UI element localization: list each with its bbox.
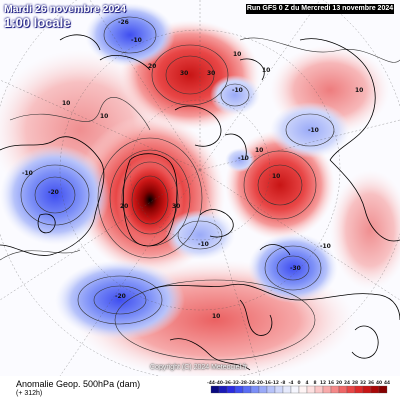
- anomaly-label: -10: [232, 87, 243, 94]
- forecast-time: 1:00 locale: [4, 15, 71, 30]
- color-scale-label: -16: [263, 380, 271, 386]
- color-scale-label: 12: [320, 380, 326, 386]
- color-scale-label: 24: [344, 380, 350, 386]
- contour-lines: [0, 16, 400, 361]
- color-scale-label: -44: [207, 380, 215, 386]
- anomaly-label: -20: [115, 293, 126, 300]
- color-scale-box: [290, 385, 300, 394]
- forecast-date: Mardi 26 novembre 2024: [4, 3, 126, 15]
- anomaly-label: -30: [290, 265, 301, 272]
- anomaly-label: 10: [62, 100, 70, 107]
- color-scale-boxes: [210, 385, 388, 394]
- color-scale-box: [242, 385, 252, 394]
- color-scale-label: -20: [255, 380, 263, 386]
- color-scale-box: [370, 385, 380, 394]
- anomaly-label: 30: [172, 203, 180, 210]
- anomaly-label: -10: [308, 127, 319, 134]
- anomaly-label: 20: [120, 203, 128, 210]
- color-scale-box: [306, 385, 316, 394]
- color-scale-box: [274, 385, 284, 394]
- anomaly-label: 10: [100, 113, 108, 120]
- color-scale-label: 28: [352, 380, 358, 386]
- color-scale-box: [362, 385, 372, 394]
- color-scale-label: 20: [336, 380, 342, 386]
- graticule: [0, 0, 400, 376]
- anomaly-label: 30: [207, 70, 215, 77]
- color-scale-box: [378, 385, 388, 394]
- color-scale-box: [346, 385, 356, 394]
- anomaly-label: -10: [238, 155, 249, 162]
- anomaly-label: 10: [262, 67, 270, 74]
- color-scale-label: 4: [305, 380, 308, 386]
- run-info: Run GFS 0 Z du Mercredi 13 novembre 2024: [246, 4, 394, 14]
- color-scale-label: -32: [231, 380, 239, 386]
- anomaly-label: 10: [212, 313, 220, 320]
- color-scale-box: [330, 385, 340, 394]
- anomaly-field: [0, 3, 400, 376]
- anomaly-label: -10: [131, 37, 142, 44]
- color-scale-label: 40: [376, 380, 382, 386]
- color-scale-box: [338, 385, 348, 394]
- color-scale-box: [250, 385, 260, 394]
- color-scale-box: [266, 385, 276, 394]
- color-scale-box: [234, 385, 244, 394]
- color-scale-label: 8: [313, 380, 316, 386]
- contour-value-labels: -26 -10 10 30 30 20 -10 10 -20 -10 -10 1…: [22, 19, 363, 320]
- anomaly-map: -26 -10 10 30 30 20 -10 10 -20 -10 -10 1…: [0, 0, 400, 376]
- color-scale-label: -40: [215, 380, 223, 386]
- variable-name: Anomalie Geop. 500hPa (dam): [16, 379, 141, 389]
- color-scale-box: [218, 385, 228, 394]
- color-scale-label: -24: [247, 380, 255, 386]
- anomaly-label: 10: [272, 173, 280, 180]
- color-scale-label: 44: [384, 380, 390, 386]
- copyright-text: Copyright (C) 2024 Meteociel.fr: [150, 364, 248, 371]
- coastlines: [0, 34, 400, 371]
- color-scale-box: [258, 385, 268, 394]
- color-scale-label: 0: [297, 380, 300, 386]
- color-scale-box: [354, 385, 364, 394]
- anomaly-label: 10: [233, 51, 241, 58]
- anomaly-label: -20: [48, 189, 59, 196]
- anomaly-label: -10: [320, 243, 331, 250]
- color-scale-label: 32: [360, 380, 366, 386]
- anomaly-label: 20: [148, 63, 156, 70]
- color-scale-legend: -44 -40 -36 -32 -28 -24 -20 -16 -12 -8 -4 0 4 8 12 16 20…: [207, 380, 390, 394]
- color-scale-label: 36: [368, 380, 374, 386]
- color-scale-label: -28: [239, 380, 247, 386]
- lead-time: (+ 312h): [16, 390, 43, 397]
- anomaly-label: 10: [255, 147, 263, 154]
- color-scale-box: [226, 385, 236, 394]
- color-scale-box: [314, 385, 324, 394]
- color-scale-box: [282, 385, 292, 394]
- color-scale-label: -4: [289, 380, 294, 386]
- color-scale-label: -36: [223, 380, 231, 386]
- anomaly-label: 30: [180, 70, 188, 77]
- map-canvas: -26 -10 10 30 30 20 -10 10 -20 -10 -10 1…: [0, 0, 400, 376]
- color-scale-labels: -44 -40 -36 -32 -28 -24 -20 -16 -12 -8 -4 0 4 8 12 16 20…: [207, 380, 390, 386]
- anomaly-label: -10: [22, 170, 33, 177]
- color-scale-box: [210, 385, 220, 394]
- color-scale-label: -12: [271, 380, 279, 386]
- anomaly-label: 10: [355, 87, 363, 94]
- color-scale-box: [298, 385, 308, 394]
- color-scale-label: 16: [328, 380, 334, 386]
- color-scale-label: -8: [281, 380, 286, 386]
- color-scale-box: [322, 385, 332, 394]
- anomaly-label: -10: [198, 241, 209, 248]
- anomaly-label: -26: [118, 19, 129, 26]
